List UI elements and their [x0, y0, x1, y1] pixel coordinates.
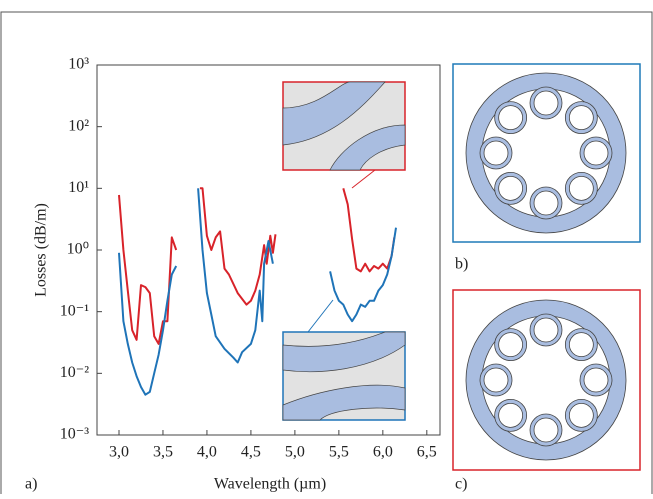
tube-hole — [569, 403, 593, 427]
arrow — [352, 170, 375, 188]
y-tick-label: 10⁻³ — [60, 426, 89, 443]
y-tick-label: 10¹ — [68, 179, 89, 196]
tube-hole — [499, 403, 523, 427]
y-tick-label: 10² — [68, 117, 89, 134]
x-axis-label: Wavelength (µm) — [214, 476, 326, 493]
tube-hole — [584, 141, 608, 165]
panel-label: c) — [455, 476, 467, 493]
x-tick-label: 5,5 — [329, 444, 349, 461]
tube-hole — [569, 176, 593, 200]
y-axis-label: Losses (dB/m) — [33, 203, 50, 297]
arrow — [308, 300, 333, 332]
y-tick-label: 10⁰ — [67, 241, 89, 258]
inset-top — [283, 82, 405, 170]
x-tick-label: 4,0 — [197, 444, 217, 461]
tube-hole — [569, 333, 593, 357]
tube-hole — [534, 91, 558, 115]
fiber-cross-section — [466, 73, 626, 233]
tube-hole — [499, 106, 523, 130]
tube-hole — [499, 176, 523, 200]
tube-hole — [484, 368, 508, 392]
tube-hole — [534, 318, 558, 342]
tube-hole — [584, 368, 608, 392]
fiber-cross-section — [466, 300, 626, 460]
panel-label: b) — [455, 256, 468, 273]
y-tick-label: 10³ — [68, 56, 89, 73]
x-tick-label: 4,5 — [241, 444, 261, 461]
inset-bottom — [283, 332, 405, 420]
tube-hole — [499, 333, 523, 357]
figure: Wavelength (µm) Losses (dB/m) a) b) c) 3… — [0, 0, 653, 494]
y-tick-label: 10⁻² — [60, 364, 89, 381]
x-tick-label: 6,5 — [417, 444, 437, 461]
tube-hole — [534, 191, 558, 215]
y-tick-label: 10⁻¹ — [60, 302, 89, 319]
tube-hole — [569, 106, 593, 130]
panel-label: a) — [25, 476, 37, 493]
x-tick-label: 5,0 — [285, 444, 305, 461]
x-tick-label: 3,5 — [153, 444, 173, 461]
tube-hole — [484, 141, 508, 165]
tube-hole — [534, 418, 558, 442]
x-tick-label: 3,0 — [109, 444, 129, 461]
x-tick-label: 6,0 — [373, 444, 393, 461]
